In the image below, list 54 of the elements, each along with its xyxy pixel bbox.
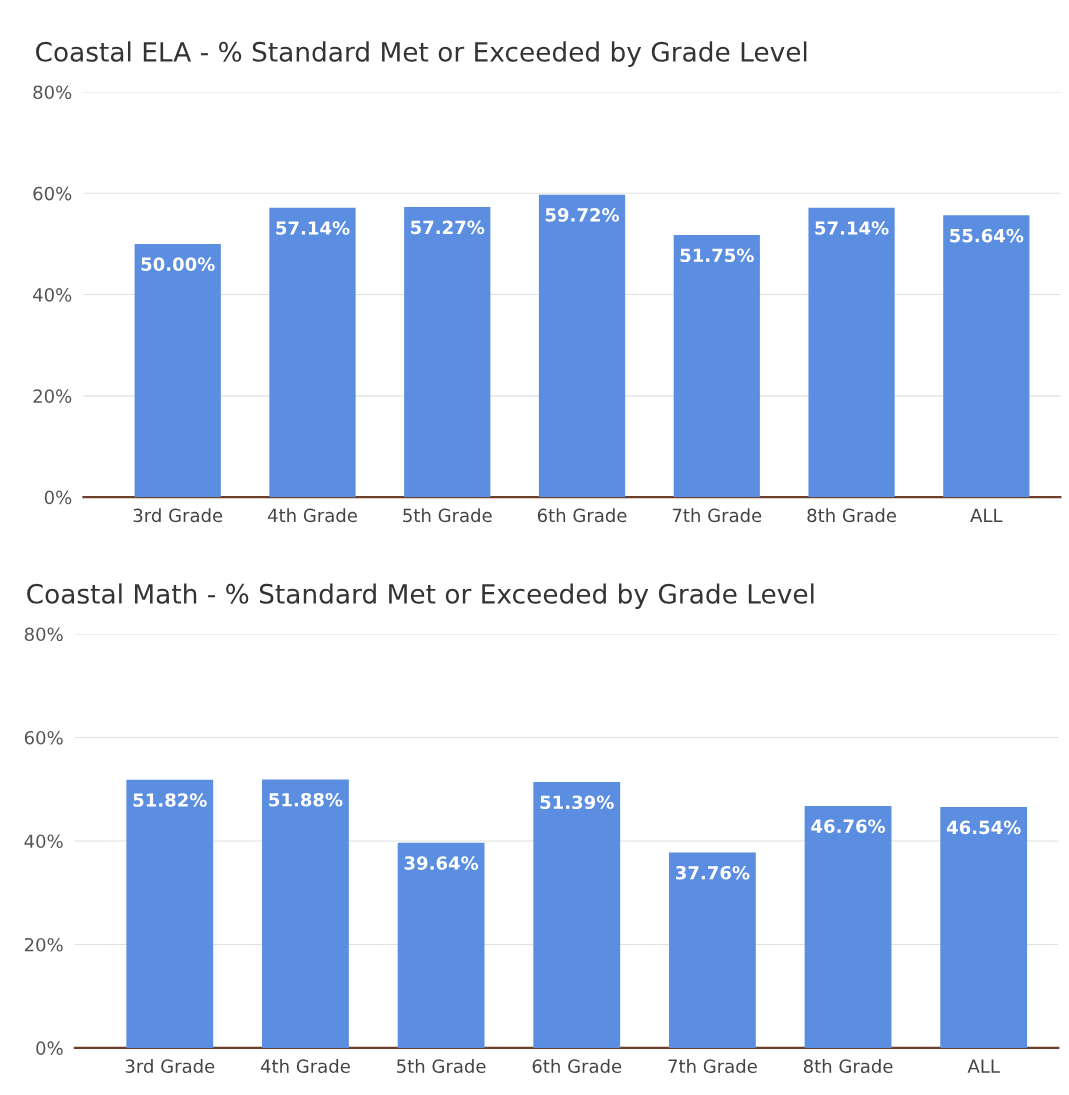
data-label: 57.14% [815, 221, 889, 235]
data-label: 39.64% [404, 856, 479, 870]
x-tick-label: 5th Grade [397, 1059, 486, 1073]
data-label: 37.76% [676, 865, 750, 880]
y-tick-label: 20% [24, 937, 63, 952]
y-tick-label: 60% [33, 186, 72, 201]
data-label: 51.39% [540, 795, 614, 810]
data-label: 50.00% [141, 257, 215, 271]
bar [533, 782, 621, 1048]
x-tick-label: 6th Grade [537, 508, 627, 523]
x-tick-label: 3rd Grade [133, 508, 223, 523]
x-tick-label: 3rd Grade [125, 1059, 215, 1073]
data-label: 46.76% [811, 819, 886, 834]
bar [538, 194, 626, 498]
x-tick-label: 4th Grade [267, 508, 357, 523]
x-tick-label: ALL [967, 1059, 1000, 1073]
data-label: 57.27% [411, 220, 485, 235]
y-tick-label: 40% [33, 288, 72, 302]
y-tick-label: 40% [24, 834, 63, 849]
bar [668, 852, 756, 1048]
y-tick-label: 0% [44, 490, 72, 505]
bar [673, 235, 760, 498]
y-tick-label: 0% [36, 1041, 63, 1056]
x-tick-label: 4th Grade [260, 1059, 350, 1073]
y-tick-label: 80% [24, 627, 63, 642]
bar [943, 215, 1030, 498]
bar [262, 779, 349, 1048]
y-tick-label: 60% [24, 730, 63, 745]
data-label: 51.75% [680, 248, 754, 263]
data-label: 59.72% [545, 208, 620, 222]
data-label: 55.64% [950, 228, 1024, 243]
x-tick-label: 5th Grade [403, 508, 492, 523]
x-tick-label: 7th Grade [668, 1059, 757, 1073]
bar [126, 779, 214, 1048]
chart-title: Coastal Math - % Standard Met or Exceeded by Grade Level [27, 583, 814, 609]
data-label: 46.54% [946, 820, 1021, 835]
bar [134, 243, 221, 498]
x-tick-label: ALL [970, 508, 1003, 522]
data-label: 51.88% [269, 792, 343, 807]
bar [269, 207, 356, 498]
chart-title: Coastal ELA - % Standard Met or Exceeded by Grade Level [36, 41, 807, 67]
bar [940, 807, 1028, 1048]
bar [397, 842, 485, 1048]
x-tick-label: 8th Grade [807, 508, 896, 523]
x-tick-label: 6th Grade [532, 1059, 622, 1073]
y-tick-label: 80% [33, 85, 72, 100]
bar [404, 207, 491, 498]
bar [804, 805, 892, 1048]
bar [808, 207, 895, 498]
x-tick-label: 8th Grade [803, 1059, 893, 1073]
data-label: 51.82% [133, 793, 207, 807]
y-tick-label: 20% [33, 389, 72, 403]
data-label: 57.14% [276, 221, 350, 235]
x-tick-label: 7th Grade [672, 508, 762, 523]
